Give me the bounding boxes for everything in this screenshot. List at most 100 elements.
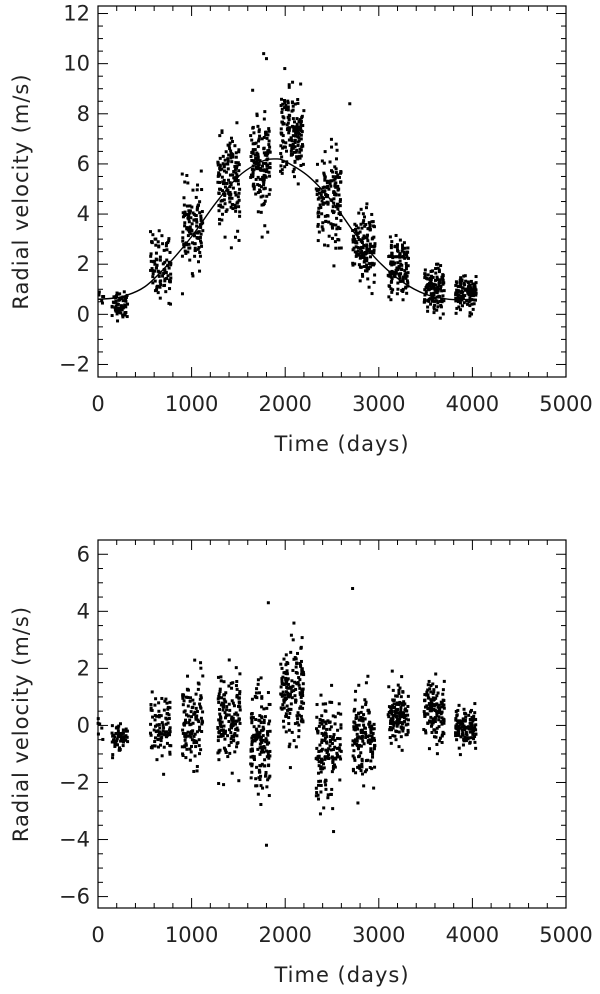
data-point (315, 193, 319, 197)
data-point (186, 228, 190, 232)
data-point (355, 723, 359, 727)
data-point (257, 137, 261, 141)
data-point (429, 705, 433, 709)
data-point (333, 765, 337, 769)
data-point (156, 745, 160, 749)
data-point (216, 735, 220, 739)
data-point (265, 739, 269, 743)
data-point (398, 276, 402, 280)
data-point (256, 158, 260, 162)
data-point (118, 722, 122, 726)
data-point (316, 793, 320, 797)
data-point (334, 157, 338, 161)
data-point (391, 734, 395, 738)
data-point (435, 742, 439, 746)
data-point (250, 736, 254, 740)
data-point (263, 168, 267, 172)
data-point (360, 226, 364, 230)
data-point (235, 726, 239, 730)
data-point (156, 240, 160, 244)
data-point (293, 722, 297, 726)
data-point (283, 100, 287, 104)
data-point (180, 254, 184, 258)
data-point (351, 743, 355, 747)
data-point (399, 708, 403, 712)
data-point (335, 227, 339, 231)
data-point (424, 729, 428, 733)
data-point (396, 261, 400, 265)
data-point (236, 195, 240, 199)
data-point (299, 82, 303, 86)
x-tick-label: 3000 (352, 923, 405, 947)
data-point (250, 167, 254, 171)
data-point (194, 195, 198, 199)
data-point (423, 268, 427, 272)
data-point (406, 722, 410, 726)
data-point (251, 126, 255, 130)
data-point (323, 732, 327, 736)
data-point (149, 252, 153, 256)
data-point (323, 720, 327, 724)
data-point (192, 738, 196, 742)
data-point (366, 233, 370, 237)
data-point (201, 674, 205, 678)
data-point (322, 766, 326, 770)
data-point (155, 263, 159, 267)
data-point (324, 748, 328, 752)
data-point (257, 734, 261, 738)
data-point (324, 195, 328, 199)
data-point (369, 244, 373, 248)
data-point (228, 200, 232, 204)
data-point (120, 738, 124, 742)
data-point (236, 713, 240, 717)
data-point (199, 716, 203, 720)
data-point (200, 210, 204, 214)
data-point (235, 687, 239, 691)
data-point (263, 224, 267, 228)
data-point (289, 650, 293, 654)
data-point (297, 676, 301, 680)
data-point (394, 711, 398, 715)
data-point (294, 129, 298, 133)
data-point (441, 294, 445, 298)
data-point (225, 181, 229, 185)
data-point (403, 716, 407, 720)
data-point (299, 719, 303, 723)
data-point (457, 746, 461, 750)
data-point (442, 721, 446, 725)
data-point (367, 722, 371, 726)
data-point (397, 688, 401, 692)
data-point (338, 755, 342, 759)
data-point (149, 706, 153, 710)
data-point (280, 682, 284, 686)
data-point (284, 697, 288, 701)
data-point (317, 210, 321, 214)
data-point (268, 162, 272, 166)
data-point (439, 284, 443, 288)
data-point (352, 720, 356, 724)
data-point (398, 713, 402, 717)
data-point (195, 236, 199, 240)
data-point (296, 143, 300, 147)
data-point (372, 727, 376, 731)
data-point (393, 714, 397, 718)
data-point (393, 271, 397, 275)
data-point (423, 714, 427, 718)
data-point (166, 707, 170, 711)
data-point (120, 732, 124, 736)
data-point (323, 757, 327, 761)
data-point (395, 243, 399, 247)
data-point (317, 214, 321, 218)
data-point (157, 730, 161, 734)
data-point (400, 243, 404, 247)
data-point (168, 706, 172, 710)
data-point (256, 747, 260, 751)
x-tick-label: 4000 (446, 923, 499, 947)
data-point (182, 196, 186, 200)
data-point (284, 141, 288, 145)
data-point (233, 176, 237, 180)
data-point (432, 688, 436, 692)
data-point (294, 699, 298, 703)
data-point (296, 98, 300, 102)
data-point (153, 724, 157, 728)
